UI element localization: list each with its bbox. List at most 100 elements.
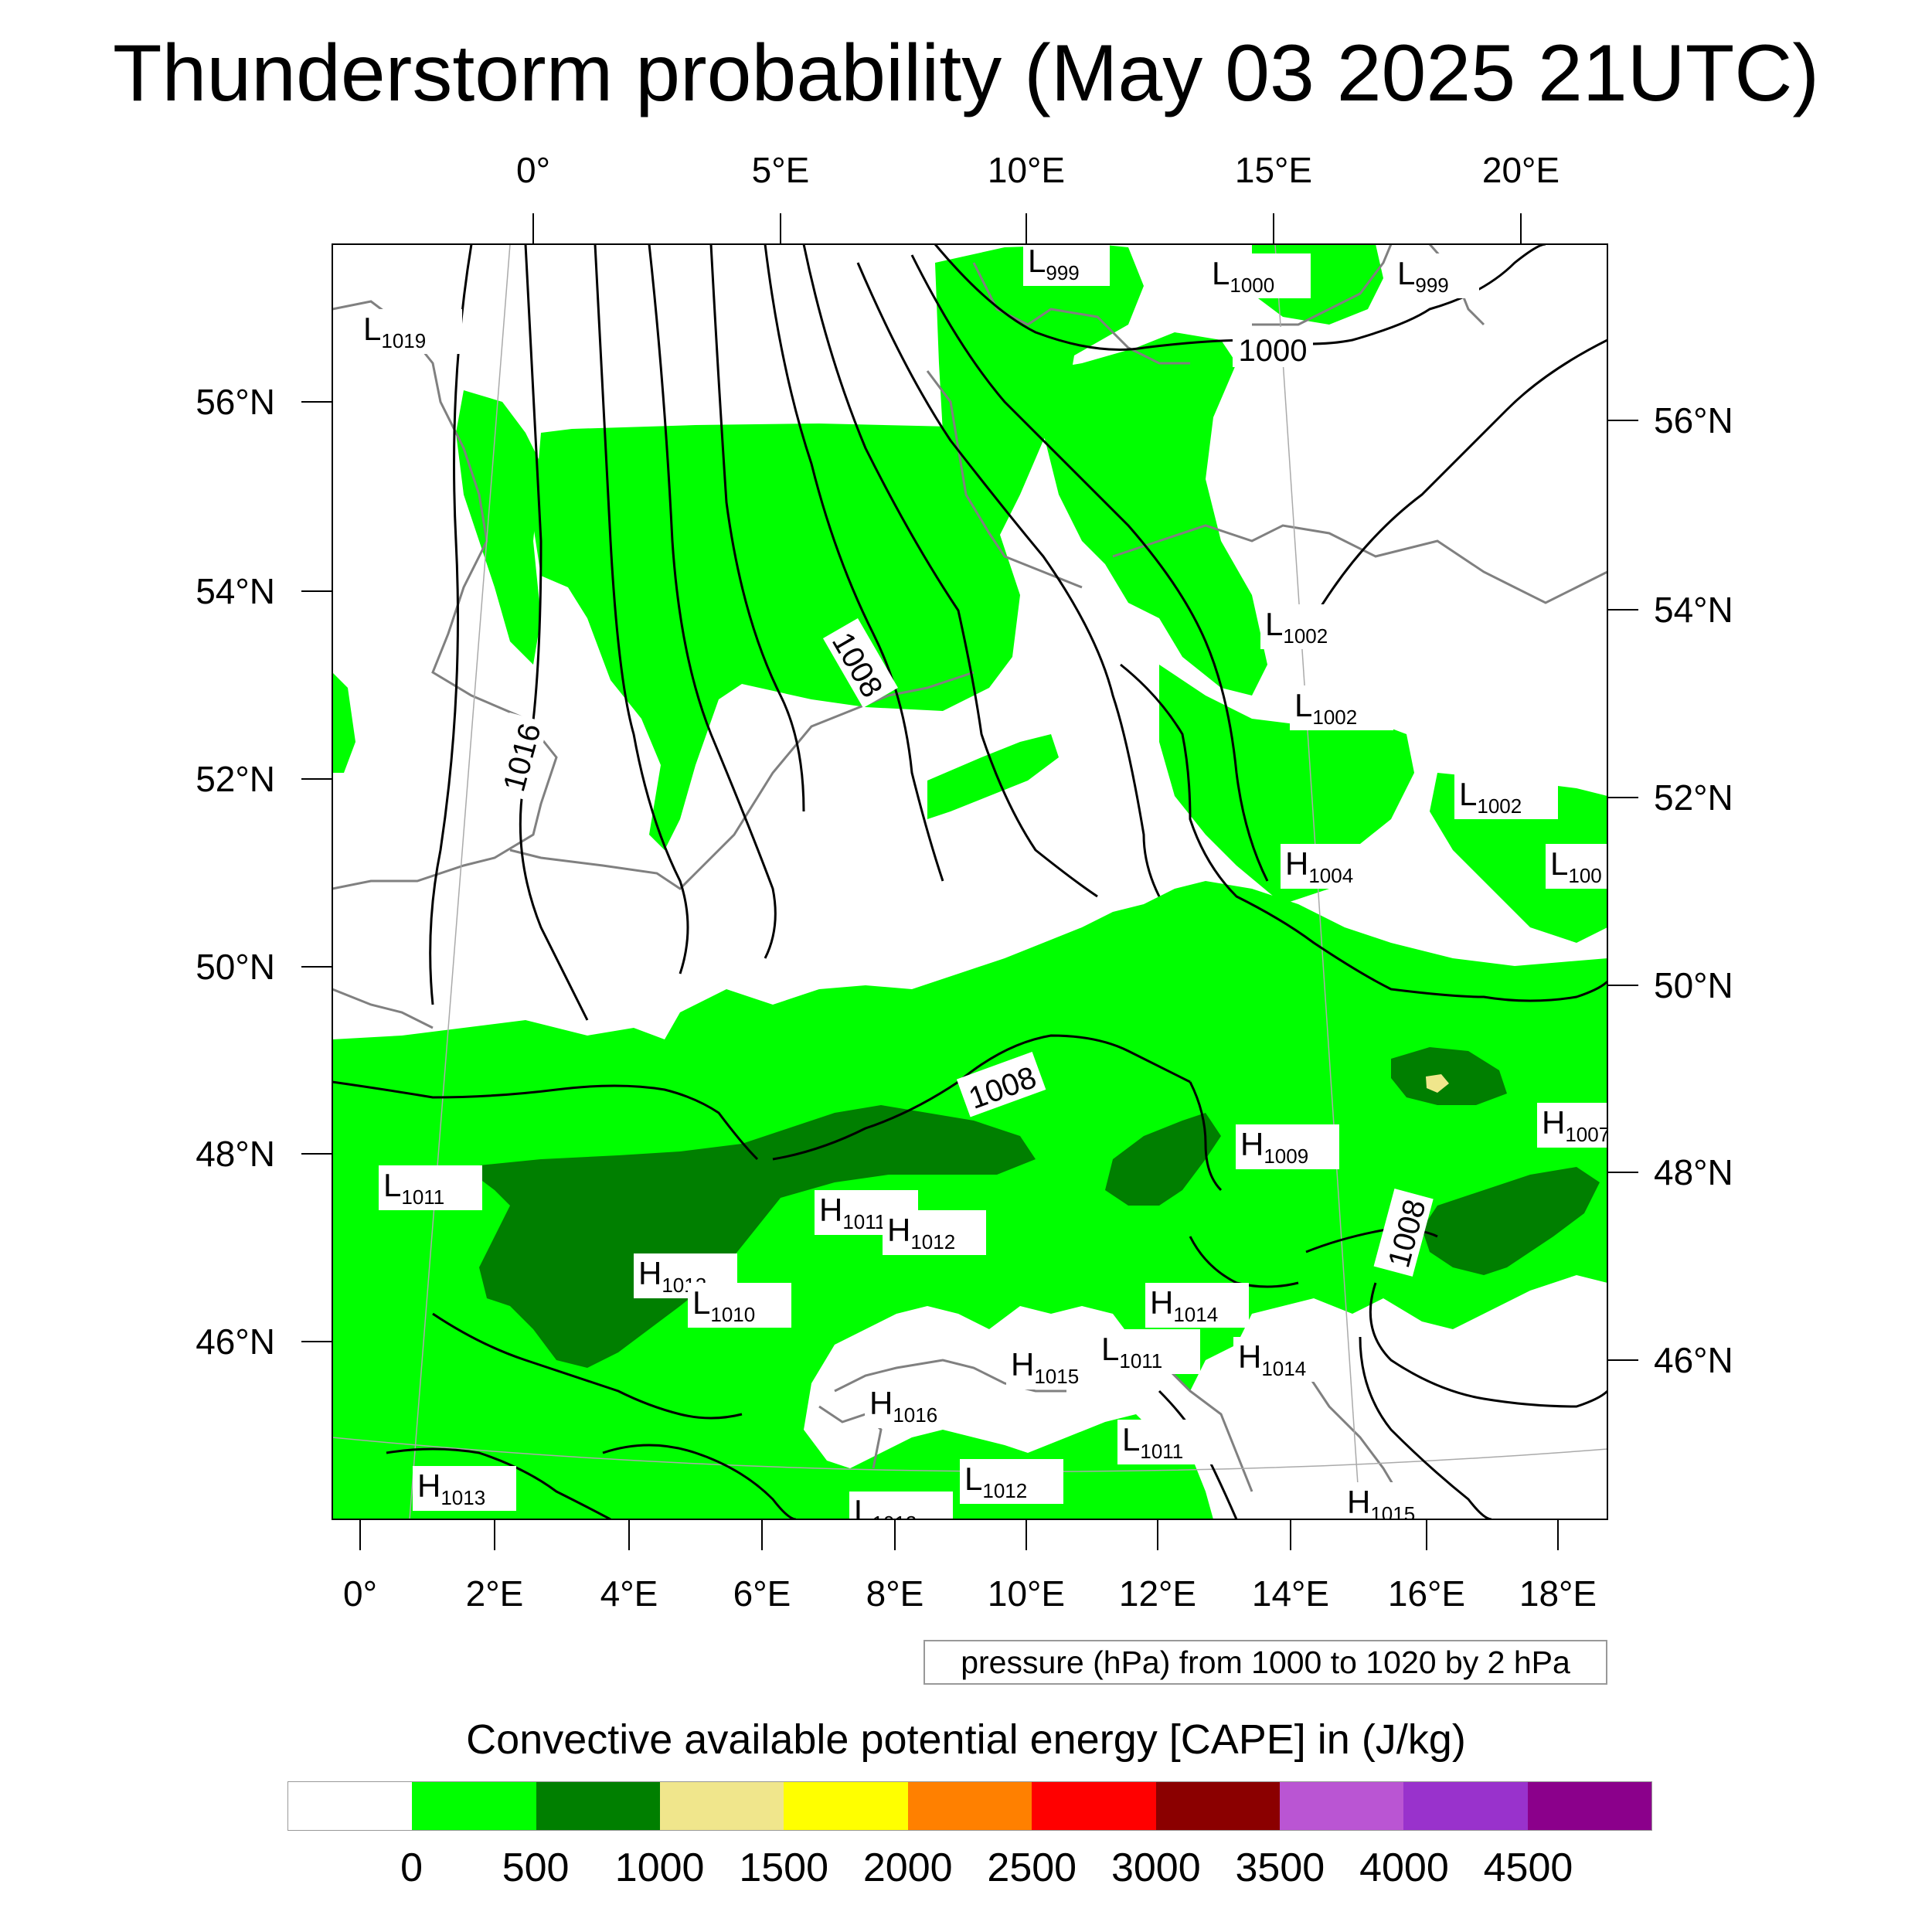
cape-region-belgium-strip — [927, 734, 1059, 819]
pressure-centers: L1019 L999 L1000 L999 L1002 L1002 L1002 H1004 L1… — [359, 243, 1610, 1526]
pressure-center-label: H1015 — [1011, 1346, 1079, 1388]
top-lon-label: 10°E — [988, 150, 1065, 190]
pressure-center-label: L1002 — [1265, 606, 1328, 648]
tick-marks — [301, 213, 1638, 1550]
pressure-center-label: L1011 — [1122, 1421, 1183, 1463]
pressure-center: H1009 — [1236, 1124, 1339, 1169]
right-lat-label: 56°N — [1654, 400, 1733, 440]
top-lon-label: 5°E — [752, 150, 810, 190]
pressure-center-label: L1019 — [363, 311, 426, 352]
left-lat-label: 56°N — [196, 382, 275, 422]
pressure-center-label: L1010 — [692, 1284, 755, 1326]
colorbar-swatch — [907, 1782, 1032, 1830]
cape-region-baltic — [1036, 332, 1267, 696]
colorbar-swatch — [1403, 1782, 1528, 1830]
pressure-center: L1000 — [1207, 253, 1311, 298]
axis-labels: 0° 5°E 10°E 15°E 20°E 0° 2°E 4°E 6°E 8°E… — [196, 150, 1733, 1614]
colorbar-tick-label: 2000 — [862, 1845, 953, 1890]
cape-region-france-west — [332, 672, 355, 773]
right-lat-label: 54°N — [1654, 590, 1733, 630]
pressure-center-label: H1012 — [887, 1212, 955, 1253]
right-lat-label: 52°N — [1654, 777, 1733, 818]
isobar-label: 1000 — [1239, 334, 1308, 368]
pressure-center-label: H1015 — [1347, 1484, 1415, 1526]
pressure-center-label: H1011 — [819, 1192, 886, 1233]
bottom-lon-label: 4°E — [600, 1573, 658, 1614]
cape-region-khaki — [1426, 1074, 1449, 1093]
colorbar-swatch — [412, 1782, 536, 1830]
cape-region-uk-east — [456, 390, 541, 665]
cape-region-central-belt — [332, 881, 1607, 1519]
colorbar-swatch — [660, 1782, 784, 1830]
colorbar-tick-label: 0 — [400, 1845, 423, 1890]
colorbar-tick-label: 1000 — [614, 1845, 705, 1890]
pressure-center-label: H1014 — [1150, 1284, 1218, 1326]
colorbar-swatch — [784, 1782, 908, 1830]
cape-region-dark-hungary — [1422, 1167, 1600, 1275]
cape-region-dark-central — [464, 1105, 1036, 1368]
cape-region-dark-poland — [1391, 1047, 1507, 1105]
pressure-center-label: L1002 — [1294, 687, 1357, 729]
colorbar-swatch — [288, 1782, 413, 1830]
pressure-center-label: L1002 — [1459, 776, 1522, 818]
colorbar-tick-label: 3500 — [1235, 1845, 1325, 1890]
pressure-center: H1007 — [1537, 1103, 1610, 1148]
pressure-center: L100 — [1546, 844, 1607, 889]
pressure-center-label: L999 — [1028, 243, 1080, 284]
pressure-center-label: H1012 — [638, 1255, 706, 1297]
pressure-center: L1012 — [849, 1492, 953, 1519]
pressure-center: L1012 — [960, 1459, 1063, 1504]
colorbar-tick-label: 2500 — [987, 1845, 1077, 1890]
pressure-center-label: L100 — [1550, 845, 1602, 887]
left-lat-label: 54°N — [196, 571, 275, 611]
isobars — [332, 244, 1607, 1519]
pressure-center: H1015 — [1006, 1345, 1110, 1389]
pressure-center-label: H1016 — [869, 1385, 937, 1427]
plot-frame — [332, 243, 1608, 1520]
pressure-center-label: H1004 — [1285, 845, 1353, 887]
colorbar-swatch — [1032, 1782, 1156, 1830]
coastlines — [332, 244, 1607, 1508]
right-lat-label: 46°N — [1654, 1340, 1733, 1380]
pressure-center-label: H1007 — [1542, 1104, 1610, 1146]
bottom-lon-label: 8°E — [866, 1573, 924, 1614]
cape-region-north-sea — [533, 423, 1020, 850]
bottom-lon-label: 2°E — [466, 1573, 524, 1614]
top-lon-label: 0° — [516, 150, 550, 190]
pressure-center: L1019 — [359, 309, 462, 354]
pressure-center: L1002 — [1260, 604, 1364, 649]
colorbar-swatch — [1155, 1782, 1280, 1830]
left-lat-label: 50°N — [196, 947, 275, 987]
pressure-center-label: H1013 — [417, 1468, 485, 1509]
pressure-center: L1011 — [379, 1165, 482, 1210]
colorbar-swatch — [536, 1782, 661, 1830]
pressure-center: L999 — [1393, 253, 1479, 298]
colorbar-tick-label: 500 — [502, 1845, 570, 1890]
pressure-note: pressure (hPa) from 1000 to 1020 by 2 hP… — [923, 1640, 1607, 1685]
pressure-center-label: L999 — [1397, 255, 1449, 297]
right-lat-label: 48°N — [1654, 1152, 1733, 1192]
bottom-lon-label: 10°E — [988, 1573, 1065, 1614]
bottom-lon-label: 18°E — [1519, 1573, 1597, 1614]
colorbar-tick-label: 4000 — [1359, 1845, 1449, 1890]
pressure-center: L1011 — [1097, 1329, 1200, 1374]
pressure-center: H1014 — [1145, 1283, 1249, 1328]
map-title: Thunderstorm probability (May 03 2025 21… — [112, 29, 1820, 118]
pressure-center: H1014 — [1233, 1337, 1337, 1382]
right-lat-label: 50°N — [1654, 965, 1733, 1005]
pressure-center-label: L1011 — [1101, 1331, 1162, 1372]
colorbar-swatch — [1527, 1782, 1651, 1830]
colorbar-ticks: 0 500 1000 1500 2000 2500 3000 3500 4000 4500 — [0, 1843, 1932, 1897]
bottom-lon-label: 16°E — [1388, 1573, 1465, 1614]
bottom-lon-label: 12°E — [1119, 1573, 1196, 1614]
colorbar-tick-label: 4500 — [1483, 1845, 1573, 1890]
colorbar-tick-label: 1500 — [739, 1845, 829, 1890]
pressure-center: H1012 — [883, 1210, 986, 1255]
pressure-center: H1013 — [413, 1466, 516, 1511]
pressure-center-label: H1014 — [1238, 1338, 1306, 1380]
pressure-center-label: L1000 — [1212, 255, 1274, 297]
cape-region-dark-east — [1105, 1113, 1221, 1206]
bottom-lon-label: 0° — [343, 1573, 377, 1614]
